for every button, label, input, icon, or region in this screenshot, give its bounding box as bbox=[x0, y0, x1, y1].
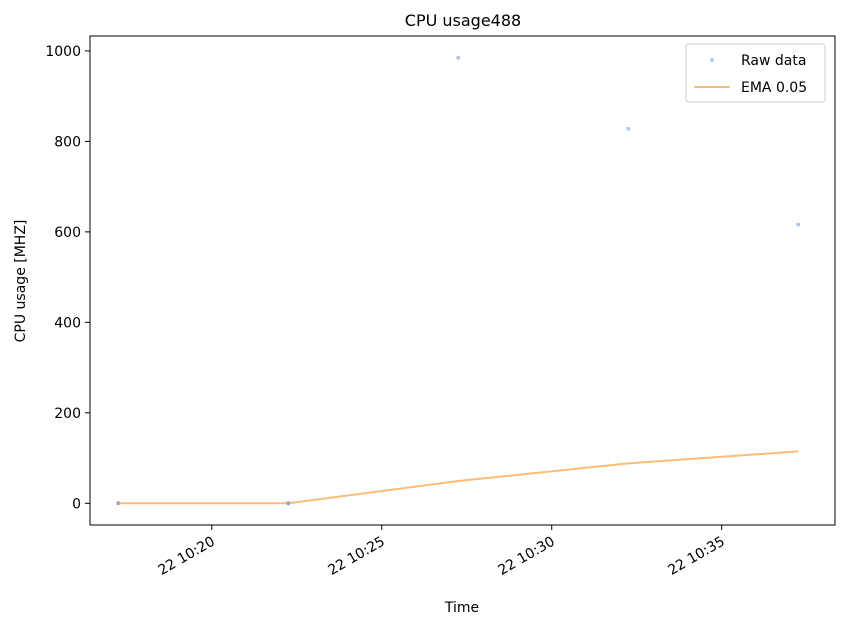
y-tick-label: 1000 bbox=[45, 44, 81, 60]
plot-frame bbox=[89, 35, 836, 526]
legend-label-ema: EMA 0.05 bbox=[741, 80, 807, 96]
plot-area bbox=[90, 36, 835, 525]
raw-data-point bbox=[456, 55, 461, 60]
y-tick-label: 800 bbox=[54, 134, 81, 150]
y-tick-label: 0 bbox=[72, 496, 81, 512]
raw-data-point bbox=[796, 222, 801, 227]
y-tick-label: 400 bbox=[54, 315, 81, 331]
x-tick-label: 22 10:35 bbox=[665, 534, 727, 579]
y-axis: 0 200 400 600 800 1000 bbox=[45, 44, 90, 512]
x-axis-label: Time bbox=[444, 600, 479, 616]
y-axis-label: CPU usage [MHZ] bbox=[13, 220, 29, 343]
x-tick-label: 22 10:30 bbox=[495, 534, 557, 579]
x-axis: 22 10:20 22 10:25 22 10:30 22 10:35 bbox=[156, 525, 728, 579]
overlap-point bbox=[286, 501, 291, 506]
raw-data-point bbox=[626, 126, 631, 131]
y-tick-label: 600 bbox=[54, 225, 81, 241]
overlap-point bbox=[116, 501, 121, 506]
y-tick-label: 200 bbox=[54, 406, 81, 422]
chart-title: CPU usage488 bbox=[405, 11, 521, 30]
ema-line bbox=[118, 450, 799, 505]
legend-marker-raw-data bbox=[710, 58, 714, 62]
chart-marks bbox=[116, 55, 801, 506]
legend: Raw data EMA 0.05 bbox=[685, 43, 826, 103]
x-tick-label: 22 10:20 bbox=[156, 534, 218, 579]
legend-label-raw-data: Raw data bbox=[741, 53, 806, 69]
x-tick-label: 22 10:25 bbox=[326, 534, 388, 579]
